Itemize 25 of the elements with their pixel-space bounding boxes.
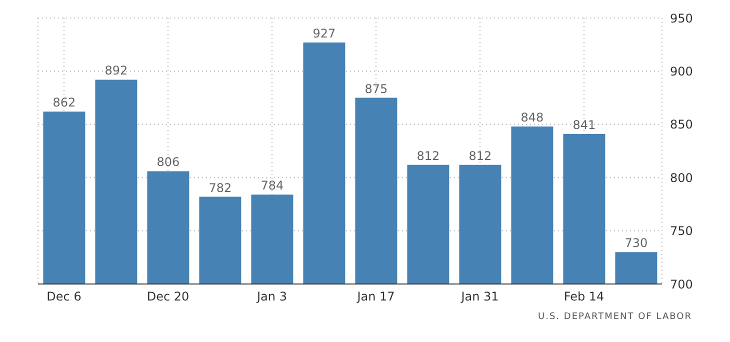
data-label: 806 [156, 155, 180, 170]
x-tick-label: Jan 17 [356, 290, 395, 304]
x-tick-label: Jan 31 [460, 290, 499, 304]
data-label: 848 [520, 110, 544, 125]
y-tick-label: 850 [670, 118, 693, 132]
data-label: 730 [624, 236, 648, 250]
data-label: 812 [416, 148, 440, 163]
data-label: 782 [208, 180, 232, 195]
y-tick-label: 750 [670, 224, 693, 238]
text: U.S. DEPARTMENT OF LABOR [537, 312, 693, 322]
data-label: 841 [572, 118, 596, 132]
y-tick-label: 900 [670, 64, 693, 78]
data-label: 784 [260, 178, 284, 193]
data-label: 862 [52, 96, 76, 110]
y-tick-label: 700 [670, 277, 693, 292]
x-tick-label: Feb 14 [564, 290, 604, 304]
data-label: 812 [468, 148, 492, 163]
x-tick-label: Dec 20 [146, 290, 190, 304]
x-tick-label: Dec 6 [46, 290, 82, 304]
y-tick-label: 950 [670, 11, 693, 26]
data-label: 927 [312, 26, 336, 40]
data-label: 892 [104, 64, 128, 78]
x-tick-label: Jan 3 [256, 290, 287, 304]
y-tick-label: 800 [670, 170, 693, 185]
data-label: 875 [364, 82, 388, 96]
